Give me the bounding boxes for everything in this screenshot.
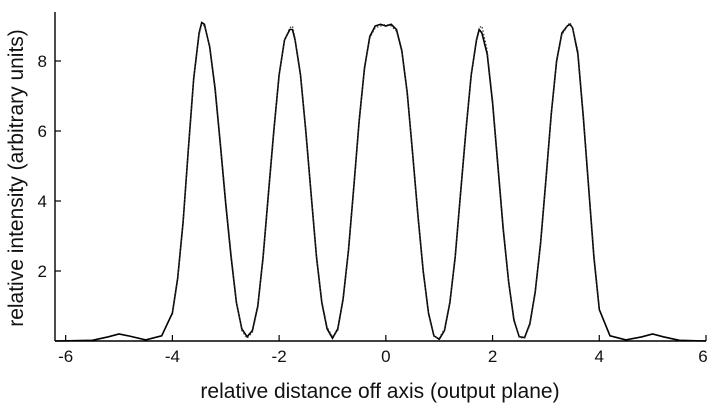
y-tick-label: 6 xyxy=(38,122,47,141)
series-layer xyxy=(54,21,707,342)
x-ticks: -6 -4 -2 0 2 4 6 xyxy=(58,335,708,366)
x-tick-label: 4 xyxy=(595,347,604,366)
x-axis-title: relative distance off axis (output plane… xyxy=(200,380,559,403)
series-line-dotted xyxy=(171,21,600,340)
y-axis-title: relative intensity (arbitrary units) xyxy=(5,29,28,327)
y-tick-label: 4 xyxy=(38,192,47,211)
series-line-solid xyxy=(54,21,707,342)
y-tick-label: 2 xyxy=(38,262,47,281)
y-tick-label: 8 xyxy=(38,52,47,71)
x-tick-label: 6 xyxy=(698,347,707,366)
x-tick-label: -2 xyxy=(272,347,287,366)
x-tick-label: 0 xyxy=(381,347,390,366)
x-tick-label: 2 xyxy=(488,347,497,366)
x-tick-label: -4 xyxy=(165,347,180,366)
y-ticks: 2 4 6 8 xyxy=(38,52,61,281)
x-tick-label: -6 xyxy=(58,347,73,366)
